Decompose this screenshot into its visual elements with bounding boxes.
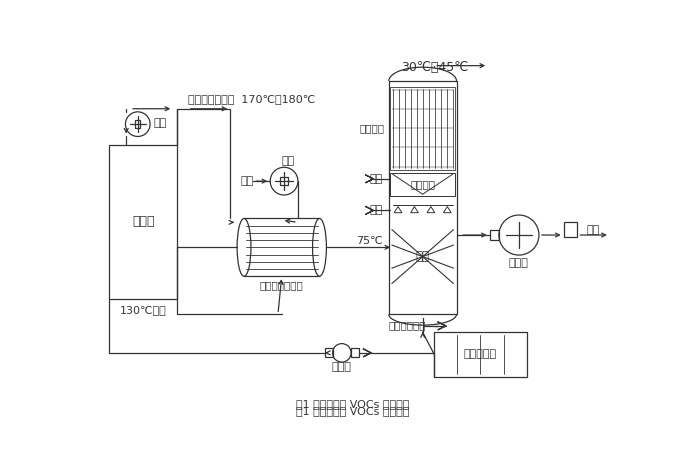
- Bar: [280, 177, 288, 185]
- Bar: [390, 87, 455, 170]
- Bar: [136, 120, 140, 128]
- Text: 定型废气换热器: 定型废气换热器: [260, 281, 303, 290]
- Text: 定型机: 定型机: [132, 215, 154, 228]
- Text: 风机: 风机: [281, 156, 294, 166]
- Bar: [109, 145, 177, 299]
- Bar: [390, 172, 455, 196]
- Bar: [325, 348, 332, 358]
- Text: 梯形筛板: 梯形筛板: [410, 179, 436, 189]
- Text: 图1 原有定型机 VOCs 处理工艺: 图1 原有定型机 VOCs 处理工艺: [296, 406, 409, 415]
- Text: 图1 原有定型机 VOCs 处理工艺: 图1 原有定型机 VOCs 处理工艺: [296, 399, 409, 409]
- Text: 75℃: 75℃: [356, 236, 383, 246]
- Text: 清洗: 清洗: [369, 174, 383, 184]
- Text: 填料: 填料: [416, 250, 430, 263]
- Bar: [351, 348, 358, 358]
- Text: 高压电源: 高压电源: [360, 124, 385, 133]
- Text: 主风机: 主风机: [509, 258, 529, 268]
- Text: 烟囱: 烟囱: [587, 225, 600, 235]
- Bar: [434, 332, 526, 377]
- Text: 湿式静电装置: 湿式静电装置: [389, 321, 427, 330]
- Text: 30℃～45℃: 30℃～45℃: [400, 61, 468, 74]
- Text: 空气: 空气: [240, 176, 253, 186]
- Text: 油水分离池: 油水分离池: [464, 349, 497, 360]
- Text: 130℃左右: 130℃左右: [120, 306, 166, 315]
- Bar: [490, 230, 499, 241]
- Text: 定型机废气温度  170℃～180℃: 定型机废气温度 170℃～180℃: [188, 94, 315, 104]
- Text: 风机: 风机: [153, 118, 166, 128]
- Text: 喷淋: 喷淋: [369, 205, 383, 215]
- Text: 循环泵: 循环泵: [332, 362, 352, 372]
- Bar: [563, 222, 577, 237]
